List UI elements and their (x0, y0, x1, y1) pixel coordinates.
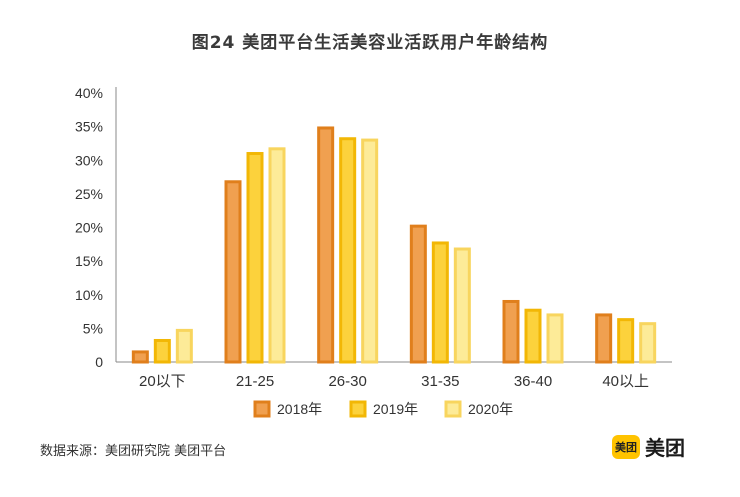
y-tick-label: 0 (95, 354, 103, 370)
bar (268, 147, 286, 364)
y-tick-labels: 0 5% 10% 15% 20% 25% 30% 35% 40% (75, 85, 103, 370)
bar (431, 241, 449, 364)
bar (361, 138, 379, 364)
bar (595, 313, 613, 364)
x-tick-label: 26-30 (328, 373, 366, 390)
bar (546, 313, 564, 364)
y-tick-label: 10% (75, 287, 103, 303)
bar (502, 299, 520, 364)
brand: 美团 美团 (612, 432, 685, 461)
legend-label: 2020年 (468, 401, 513, 417)
legend-swatch (349, 400, 367, 418)
bar (131, 350, 149, 364)
bar (409, 224, 427, 364)
y-tick-label: 5% (83, 320, 103, 336)
bar (153, 338, 171, 364)
x-tick-label: 21-25 (236, 373, 274, 390)
bar (639, 322, 657, 364)
y-tick-label: 30% (75, 152, 103, 168)
x-tick-labels: 20以下 21-25 26-30 31-35 36-40 40以上 (139, 373, 649, 390)
bar-chart: 20以下 21-25 26-30 31-35 36-40 40以上 0 5% 10% 15% 20… (75, 85, 672, 418)
chart-title: 图24 美团平台生活美容业活跃用户年龄结构 (191, 33, 549, 53)
x-tick-label: 31-35 (421, 373, 459, 390)
brand-logo: 美团 (612, 434, 640, 459)
legend-label: 2018年 (277, 401, 322, 417)
legend-label: 2019年 (373, 401, 418, 417)
x-tick-label: 36-40 (514, 373, 552, 390)
bar (317, 126, 335, 364)
y-tick-label: 20% (75, 220, 103, 236)
legend: 2018年 2019年 2020年 (253, 400, 513, 418)
bar (175, 328, 193, 364)
bar (524, 308, 542, 364)
y-tick-label: 15% (75, 253, 103, 269)
y-tick-label: 25% (75, 186, 103, 202)
brand-name: 美团 (645, 436, 685, 460)
bars (131, 126, 657, 364)
legend-swatch (444, 400, 462, 418)
bar (453, 247, 471, 364)
x-tick-label: 40以上 (602, 373, 649, 390)
bar (246, 152, 264, 364)
bar (224, 180, 242, 364)
y-tick-label: 35% (75, 119, 103, 135)
bar (617, 318, 635, 364)
bar (339, 137, 357, 364)
y-tick-label: 40% (75, 85, 103, 101)
data-source: 数据来源：美团研究院 美团平台 (40, 444, 227, 459)
x-tick-label: 20以下 (139, 373, 186, 390)
axes (115, 87, 672, 363)
legend-swatch (253, 400, 271, 418)
